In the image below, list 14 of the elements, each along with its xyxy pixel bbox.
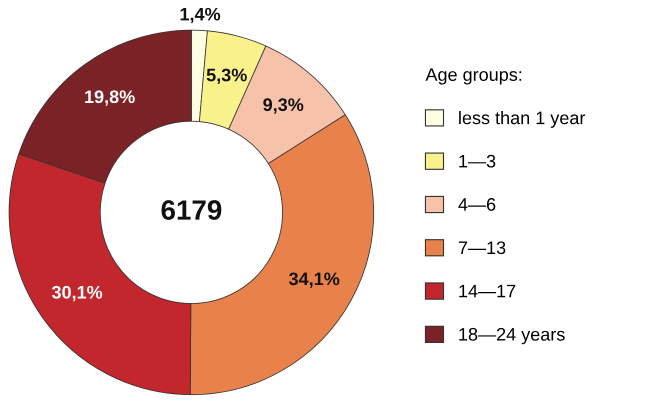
legend-label: 4—6 <box>458 198 496 211</box>
legend-label: 14—17 <box>459 284 516 298</box>
legend-label: less than 1 year <box>459 111 586 128</box>
legend-label: 1—3 <box>459 154 496 168</box>
legend-label: 18—24 years <box>459 328 565 344</box>
text: 6179 <box>162 200 222 220</box>
data-label: 30,1% <box>52 286 102 302</box>
data-label: 1,4% <box>180 8 220 24</box>
legend-title: Age groups: <box>425 68 522 85</box>
legend-label: 7—13 <box>458 241 506 254</box>
data-label: 19,8% <box>85 90 135 106</box>
data-label: 5,3% <box>206 68 247 84</box>
data-label: 34,1% <box>288 272 340 288</box>
data-label: 9,3% <box>263 98 304 114</box>
